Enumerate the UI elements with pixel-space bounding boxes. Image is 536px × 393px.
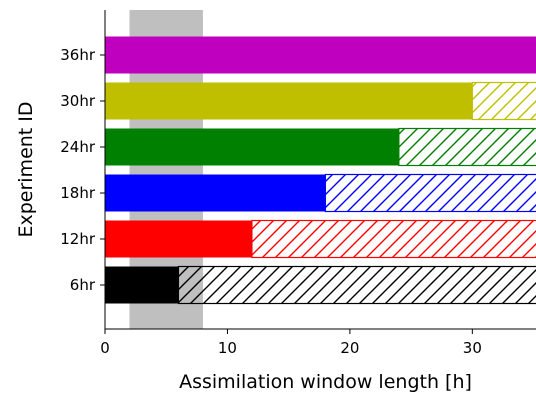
bar-solid-12hr bbox=[105, 220, 252, 258]
y-tick-label: 24hr bbox=[60, 138, 96, 156]
bar-solid-6hr bbox=[105, 266, 179, 304]
bar-solid-36hr bbox=[105, 36, 536, 74]
x-tick-label: 0 bbox=[100, 339, 110, 357]
bar-hatched-12hr bbox=[251, 219, 536, 259]
y-axis-label: Experiment ID bbox=[15, 101, 37, 237]
x-tick-label: 20 bbox=[340, 339, 359, 357]
x-axis-label: Assimilation window length [h] bbox=[179, 371, 472, 393]
bar-solid-24hr bbox=[105, 128, 399, 166]
y-tick-label: 18hr bbox=[60, 184, 96, 202]
x-tick-label: 10 bbox=[218, 339, 237, 357]
bar-hatched-6hr bbox=[177, 265, 536, 305]
bar-solid-18hr bbox=[105, 174, 326, 212]
y-tick-label: 36hr bbox=[60, 46, 96, 64]
y-tick-label: 12hr bbox=[60, 230, 96, 248]
bar-hatched-30hr bbox=[471, 81, 536, 121]
bar-hatched-24hr bbox=[398, 127, 536, 167]
x-tick-label: 30 bbox=[463, 339, 482, 357]
bar-solid-30hr bbox=[105, 82, 473, 120]
bar-hatched-18hr bbox=[324, 173, 536, 213]
y-tick-label: 30hr bbox=[60, 92, 96, 110]
y-tick-label: 6hr bbox=[70, 276, 96, 294]
